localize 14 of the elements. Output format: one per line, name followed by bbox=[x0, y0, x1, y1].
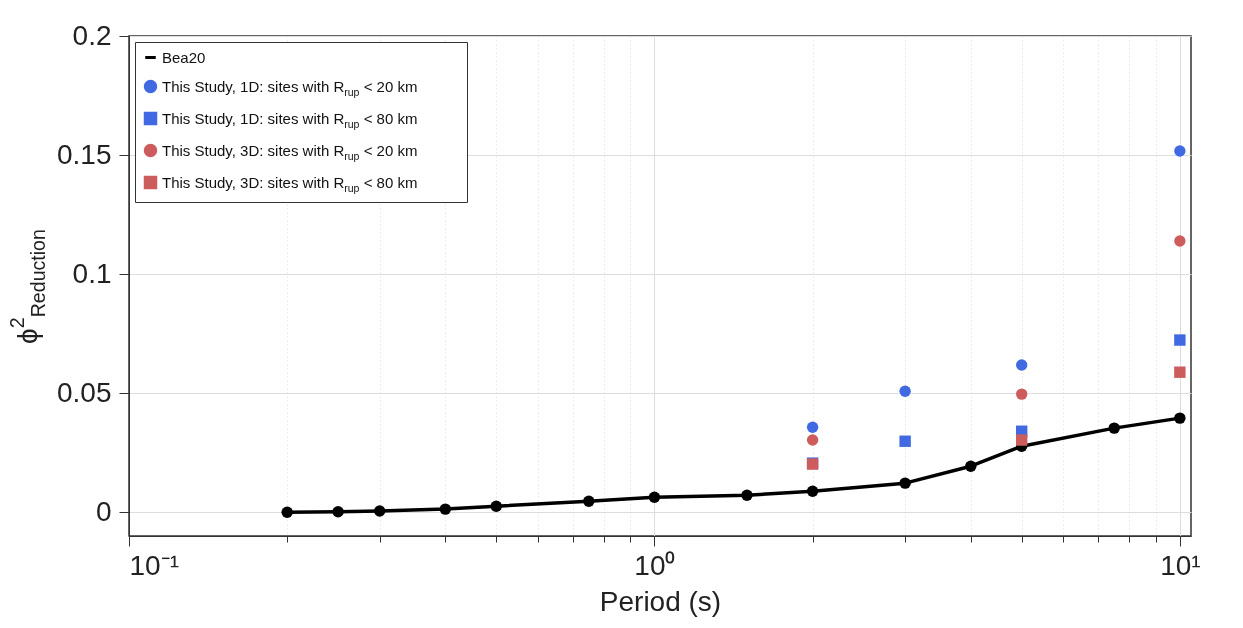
x-axis-title: Period (s) bbox=[599, 585, 722, 617]
legend-label: This Study, 3D: sites with R$_{rup}$ < 20 km bbox=[162, 141, 418, 162]
legend-label: This Study, 3D: sites with R$_{rup}$ < 80 km bbox=[162, 173, 418, 194]
y-tick-label: 0.05 bbox=[57, 376, 112, 408]
legend-label: Bea20 bbox=[162, 48, 206, 66]
x-tick-label: 10⁻¹ bbox=[129, 549, 179, 581]
legend-label: This Study, 1D: sites with R$_{rup}$ < 80 km bbox=[162, 109, 418, 130]
y-tick-label: 0.15 bbox=[57, 138, 112, 170]
y-tick-label: 0.1 bbox=[72, 257, 112, 289]
legend-label: This Study, 1D: sites with R$_{rup}$ < 20 km bbox=[162, 77, 418, 98]
y-tick-label: 0 bbox=[95, 495, 112, 527]
y-tick-label: 0.2 bbox=[72, 19, 112, 51]
x-tick-label: 10¹ bbox=[1160, 549, 1201, 581]
x-tick-label: 10⁰ bbox=[634, 549, 676, 581]
